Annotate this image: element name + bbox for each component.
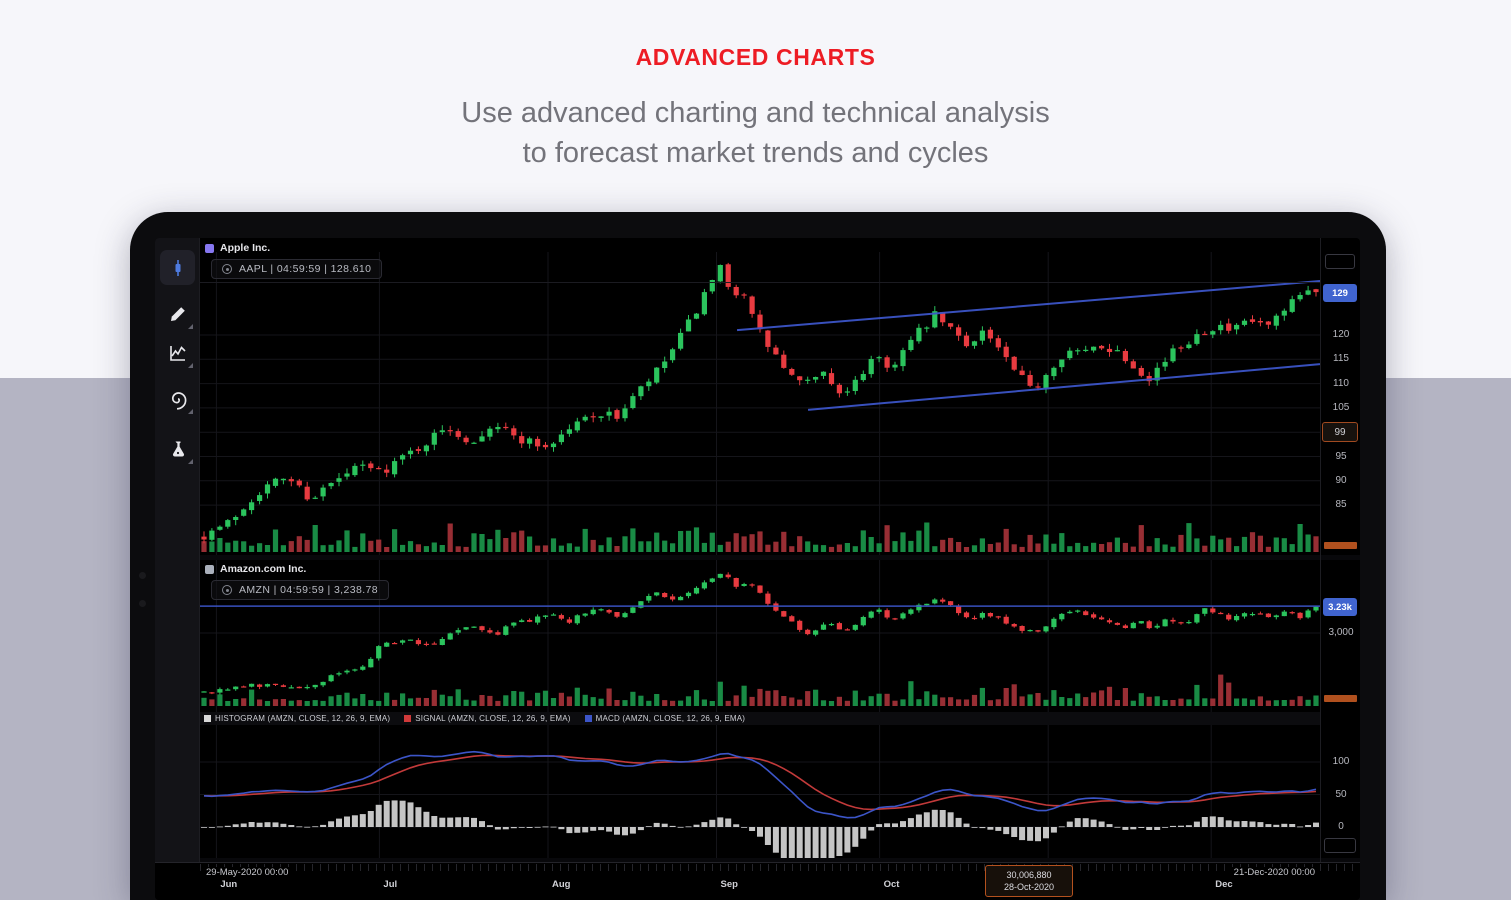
draw-tools-button[interactable] [160,296,195,331]
drawing-toolbar [155,238,200,862]
axis-start-date: 29-May-2020 00:00 [203,867,292,878]
month-label-dec: Dec [1215,879,1233,890]
amzn-gridline-label: 3,000 [1328,627,1354,638]
apple-pane-header: Apple Inc. [205,242,270,254]
legend-label: SIGNAL (AMZN, CLOSE, 12, 26, 9, EMA) [415,714,571,723]
apple-symbol-name: Apple Inc. [220,242,271,254]
apple-price-tick: 115 [1333,353,1349,365]
spiral-icon [171,391,186,410]
apple-price-tick: 120 [1332,329,1350,340]
indicators-button[interactable] [160,335,195,370]
chart-type-button[interactable] [160,250,195,285]
apple-volume-badge [1324,542,1357,549]
axis-end-date: 21-Dec-2020 00:00 [1230,867,1318,878]
amzn-symbol-name: Amazon.com Inc. [220,563,307,575]
subtitle-line-1: Use advanced charting and technical anal… [461,97,1050,129]
month-label-jun: Jun [220,879,238,890]
tablet-button-dot [139,600,146,607]
apple-price-tick: 110 [1333,377,1349,389]
fibonacci-tools-button[interactable] [160,381,195,416]
amzn-ticker-line: AMZN | 04:59:59 | 3,238.78 [239,584,379,596]
amzn-ticker-box[interactable]: AMZN | 04:59:59 | 3,238.78 [211,580,390,600]
signal-swatch-icon [404,715,412,722]
macd-value-tick: 0 [1338,821,1344,832]
amzn-pane-header: Amazon.com Inc. [205,563,306,575]
page-title: ADVANCED CHARTS [635,44,876,70]
chart-app-screen: Apple Inc. AAPL | 04:59:59 | 128.610 Ama… [155,238,1360,900]
apple-ticker-line: AAPL | 04:59:59 | 128.610 [239,263,372,275]
strategy-lab-button[interactable] [160,431,195,466]
crosshair-date: 28-Oct-2020 [1003,882,1055,892]
axis-top-box[interactable] [1325,254,1355,269]
apple-price-tick: 105 [1332,401,1350,413]
legend-item-histogram: HISTOGRAM (AMZN, CLOSE, 12, 26, 9, EMA) [204,714,390,723]
legend-item-macd: MACD (AMZN, CLOSE, 12, 26, 9, EMA) [584,714,746,723]
flask-icon [172,441,184,457]
macd-axis-box [1324,838,1356,853]
apple-price-tick: 85 [1335,499,1347,511]
tablet-camera-dot [139,572,146,579]
visibility-icon [222,585,232,595]
tablet-device: Apple Inc. AAPL | 04:59:59 | 128.610 Ama… [130,212,1386,900]
visibility-icon [222,264,232,274]
apple-price-tick: 95 [1335,450,1347,462]
histogram-swatch-icon [204,715,211,722]
macd-value-tick: 100 [1332,756,1350,767]
price-axis[interactable]: 129 99 3.23k 3,000 120 115 110 105 95 90 85 100… [1320,238,1360,862]
macd-swatch-icon [584,715,592,722]
page-subtitle: Use advanced charting and technical anal… [0,93,1511,173]
amzn-series-swatch-icon [205,564,214,574]
month-label-sep: Sep [720,879,738,890]
amzn-volume-badge [1324,695,1357,702]
month-label-aug: Aug [551,879,571,890]
legend-label: HISTOGRAM (AMZN, CLOSE, 12, 26, 9, EMA) [215,714,391,723]
crosshair-volume: 30,006,880 [1006,870,1052,880]
candlestick-icon [175,259,180,276]
time-axis[interactable]: 29-May-2020 00:00 21-Dec-2020 00:00 Jun J… [155,862,1360,900]
month-label-oct: Oct [883,879,900,890]
legend-item-signal: SIGNAL (AMZN, CLOSE, 12, 26, 9, EMA) [404,714,570,723]
line-chart-icon [169,345,186,361]
legend-label: MACD (AMZN, CLOSE, 12, 26, 9, EMA) [595,714,746,723]
apple-ticker-box[interactable]: AAPL | 04:59:59 | 128.610 [211,259,383,279]
pane-separator [200,282,1320,283]
apple-price-tick: 90 [1335,474,1347,486]
apple-alert-badge: 99 [1322,422,1358,442]
crosshair-date-box[interactable]: 30,006,880 28-Oct-2020 [985,865,1073,897]
hero-section: ADVANCED CHARTS Use advanced charting an… [0,0,1511,173]
subtitle-line-2: to forecast market trends and cycles [522,137,989,169]
charts-canvas [155,252,1360,862]
apple-price-badge: 129 [1323,284,1357,302]
month-label-jul: Jul [383,879,398,890]
pencil-icon [170,306,185,321]
apple-series-swatch-icon [205,243,214,253]
time-ticks [200,864,1360,871]
macd-legend: HISTOGRAM (AMZN, CLOSE, 12, 26, 9, EMA) … [200,712,1320,725]
macd-value-tick: 50 [1335,788,1347,800]
amzn-price-badge: 3.23k [1323,598,1357,616]
